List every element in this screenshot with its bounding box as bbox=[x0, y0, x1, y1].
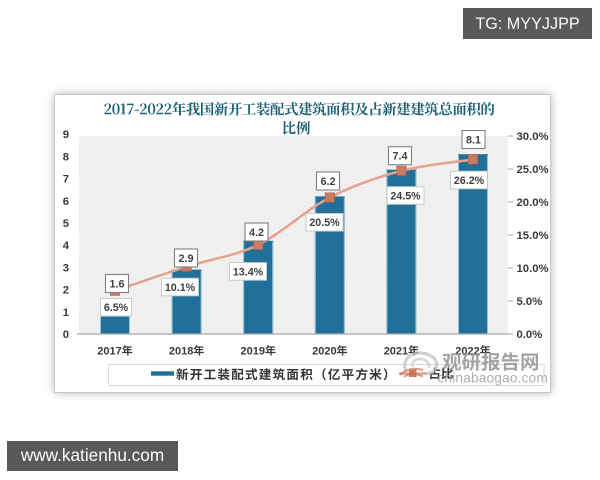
svg-text:6.2: 6.2 bbox=[320, 176, 335, 188]
svg-text:26.2%: 26.2% bbox=[454, 175, 485, 187]
svg-text:10.0%: 10.0% bbox=[517, 263, 549, 275]
svg-text:2021: 2021 bbox=[384, 346, 408, 358]
svg-text:20.0%: 20.0% bbox=[517, 197, 549, 209]
svg-text:www.katienhu.com: www.katienhu.com bbox=[20, 445, 164, 465]
svg-text:0: 0 bbox=[63, 329, 69, 341]
svg-text:30.0%: 30.0% bbox=[517, 131, 549, 143]
svg-text:4.2: 4.2 bbox=[249, 227, 264, 239]
svg-text:2017: 2017 bbox=[97, 346, 121, 358]
svg-text:10.1%: 10.1% bbox=[165, 282, 196, 294]
svg-text:5.0%: 5.0% bbox=[517, 296, 543, 308]
svg-text:0.0%: 0.0% bbox=[517, 329, 543, 341]
svg-text:13.4%: 13.4% bbox=[233, 266, 264, 278]
svg-text:5: 5 bbox=[63, 218, 69, 230]
svg-text:20.5%: 20.5% bbox=[309, 217, 340, 229]
svg-text:2019: 2019 bbox=[241, 346, 265, 358]
svg-text:4: 4 bbox=[63, 240, 70, 252]
svg-text:1: 1 bbox=[63, 307, 69, 319]
svg-text:7: 7 bbox=[63, 174, 69, 186]
svg-text:3: 3 bbox=[63, 262, 69, 274]
svg-text:2.9: 2.9 bbox=[178, 253, 193, 265]
svg-text:6.5%: 6.5% bbox=[104, 302, 129, 314]
svg-text:25.0%: 25.0% bbox=[517, 164, 549, 176]
svg-text:15.0%: 15.0% bbox=[517, 230, 549, 242]
svg-text:9: 9 bbox=[63, 129, 69, 141]
svg-text:2018: 2018 bbox=[169, 346, 193, 358]
svg-text:2020: 2020 bbox=[312, 346, 336, 358]
svg-text:TG: MYYJJPP: TG: MYYJJPP bbox=[475, 15, 579, 33]
svg-text:8.1: 8.1 bbox=[466, 134, 481, 146]
svg-text:1.6: 1.6 bbox=[109, 278, 124, 290]
svg-text:6: 6 bbox=[63, 196, 69, 208]
svg-text:8: 8 bbox=[63, 151, 69, 163]
svg-text:2: 2 bbox=[63, 285, 69, 297]
svg-text:7.4: 7.4 bbox=[392, 151, 407, 163]
svg-text:chinabaogao.com: chinabaogao.com bbox=[438, 371, 548, 386]
svg-text:24.5%: 24.5% bbox=[390, 190, 421, 202]
